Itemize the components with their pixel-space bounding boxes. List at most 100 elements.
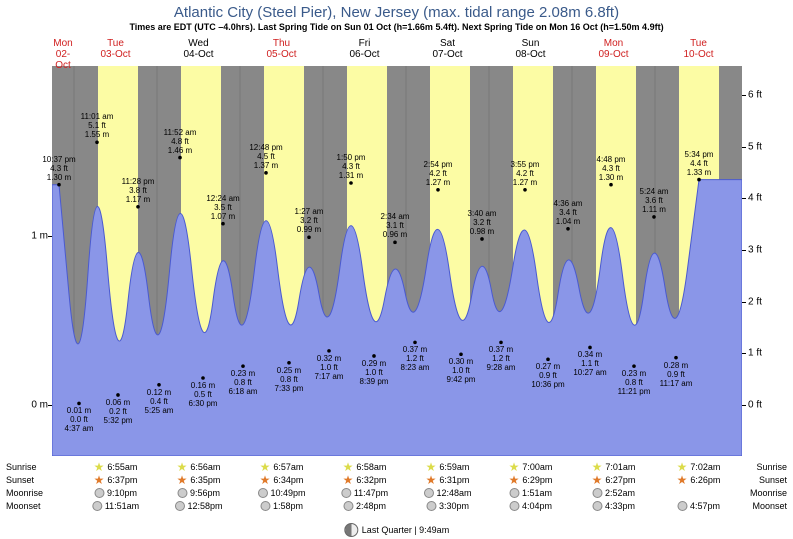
sunrow-cell: 11:51am [92, 501, 139, 511]
sunrow-cell: 9:56pm [177, 488, 220, 498]
low-tide-label: 0.01 m0.0 ft4:37 am [65, 406, 94, 433]
moonset-icon [174, 501, 184, 511]
moonrise-icon [423, 488, 433, 498]
high-tide-label: 12:24 am3.5 ft1.07 m [206, 194, 239, 221]
sunset-icon: ★ [677, 475, 688, 485]
sunrow-cell: 9:10pm [94, 488, 137, 498]
sunrow-cell: ★6:29pm [509, 475, 553, 485]
sunrow-cell: ★7:02am [677, 462, 721, 472]
y-tick-right: 5 ft [748, 141, 788, 152]
moonrise-icon [592, 488, 602, 498]
sunrow-cell: ★6:58am [343, 462, 387, 472]
day-label: Thu05-Oct [240, 38, 323, 60]
low-tide-label: 0.28 m0.9 ft11:17 am [660, 361, 693, 388]
low-tide-label: 0.23 m0.8 ft6:18 am [229, 369, 258, 396]
low-tide-label: 0.37 m1.2 ft9:28 am [487, 345, 516, 372]
sunrow-cell: 4:57pm [677, 501, 720, 511]
sunrow-cell: ★6:37pm [94, 475, 138, 485]
day-label: Mon02-Oct [52, 38, 74, 71]
sunrow-label-left: Sunset [6, 475, 34, 485]
low-tide-label: 0.29 m1.0 ft8:39 pm [360, 359, 389, 386]
day-label: Wed04-Oct [157, 38, 240, 60]
low-tide-label: 0.06 m0.2 ft5:32 pm [104, 398, 133, 425]
high-tide-label: 11:01 am5.1 ft1.55 m [81, 112, 114, 139]
y-tick-right: 3 ft [748, 245, 788, 256]
sunset-icon: ★ [260, 475, 271, 485]
sunrise-icon: ★ [343, 462, 354, 472]
moonset-icon [260, 501, 270, 511]
sunrow-label-right: Moonset [752, 501, 787, 511]
sunrow-cell: 4:33pm [592, 501, 635, 511]
chart-area: Mon02-OctTue03-OctWed04-OctThu05-OctFri0… [52, 38, 742, 456]
high-tide-label: 3:40 am3.2 ft0.98 m [468, 209, 497, 236]
sunrise-icon: ★ [426, 462, 437, 472]
day-label: Fri06-Oct [323, 38, 406, 60]
moonrise-icon [509, 488, 519, 498]
sunrow-cell: ★6:27pm [592, 475, 636, 485]
day-label: Mon09-Oct [572, 38, 655, 60]
sunrow-cell: ★6:57am [260, 462, 304, 472]
sunrow-cell: ★6:34pm [260, 475, 304, 485]
high-tide-label: 5:34 pm4.4 ft1.33 m [685, 150, 714, 177]
sunrow-cell: ★6:55am [94, 462, 138, 472]
moonset-icon [592, 501, 602, 511]
y-tick-right: 2 ft [748, 296, 788, 307]
plot-area: Mon02-OctTue03-OctWed04-OctThu05-OctFri0… [52, 66, 742, 456]
y-axis-right-ft: 0 ft1 ft2 ft3 ft4 ft5 ft6 ft [748, 66, 788, 456]
y-tick-left: 0 m [8, 400, 48, 411]
high-tide-label: 11:52 am4.8 ft1.46 m [164, 128, 197, 155]
sunrow-cell: 1:51am [509, 488, 552, 498]
sunrow-cell: 1:58pm [260, 501, 303, 511]
sunset-icon: ★ [177, 475, 188, 485]
sunrow-cell: ★6:32pm [343, 475, 387, 485]
y-tick-right: 0 ft [748, 400, 788, 411]
sunrow-cell: ★6:35pm [177, 475, 221, 485]
sunrow-label-right: Moonrise [750, 488, 787, 498]
sunrow-cell: 2:48pm [343, 501, 386, 511]
high-tide-label: 4:36 am3.4 ft1.04 m [554, 199, 583, 226]
y-tick-right: 1 ft [748, 348, 788, 359]
sunrow-cell: ★7:00am [509, 462, 553, 472]
y-axis-left-m: 0 m 1 m [8, 66, 48, 456]
sunrise-icon: ★ [677, 462, 688, 472]
low-tide-label: 0.32 m1.0 ft7:17 am [315, 354, 344, 381]
moonrise-icon [341, 488, 351, 498]
sunrow-label-right: Sunrise [756, 462, 787, 472]
moon-phase-icon [344, 523, 358, 537]
day-label: Tue03-Oct [74, 38, 157, 60]
high-tide-label: 5:24 am3.6 ft1.11 m [640, 187, 669, 214]
low-tide-label: 0.25 m0.8 ft7:33 pm [275, 366, 304, 393]
sunrow-cell: ★7:01am [592, 462, 636, 472]
last-quarter-label: Last Quarter | 9:49am [344, 523, 449, 537]
sunrise-icon: ★ [260, 462, 271, 472]
sunrow-cell: 12:48am [423, 488, 471, 498]
sunrow-cell: ★6:59am [426, 462, 470, 472]
sunrise-icon: ★ [94, 462, 105, 472]
sunset-icon: ★ [426, 475, 437, 485]
moonset-icon [426, 501, 436, 511]
sunset-icon: ★ [94, 475, 105, 485]
sunrow-cell: ★6:56am [177, 462, 221, 472]
moonset-icon [677, 501, 687, 511]
high-tide-label: 12:48 pm4.5 ft1.37 m [249, 143, 282, 170]
sunrow-cell: ★6:26pm [677, 475, 721, 485]
high-tide-label: 2:34 am3.1 ft0.96 m [381, 212, 410, 239]
low-tide-label: 0.27 m0.9 ft10:36 pm [531, 362, 564, 389]
low-tide-label: 0.30 m1.0 ft9:42 pm [447, 357, 476, 384]
sunset-icon: ★ [509, 475, 520, 485]
y-tick-right: 6 ft [748, 90, 788, 101]
sunrow-label-left: Moonrise [6, 488, 43, 498]
y-tick-left: 1 m [8, 230, 48, 241]
moonset-icon [343, 501, 353, 511]
sunrow-cell: ★6:31pm [426, 475, 470, 485]
sunrow-label-right: Sunset [759, 475, 787, 485]
low-tide-label: 0.23 m0.8 ft11:21 pm [618, 369, 651, 396]
high-tide-label: 3:55 pm4.2 ft1.27 m [511, 160, 540, 187]
sunrow-cell: 2:52am [592, 488, 635, 498]
day-label: Tue10-Oct [655, 38, 742, 60]
high-tide-label: 4:48 pm4.3 ft1.30 m [597, 155, 626, 182]
sunrow-cell: 10:49pm [257, 488, 305, 498]
sunrow-cell: 4:04pm [509, 501, 552, 511]
sunrow-label-left: Moonset [6, 501, 41, 511]
day-label: Sat07-Oct [406, 38, 489, 60]
